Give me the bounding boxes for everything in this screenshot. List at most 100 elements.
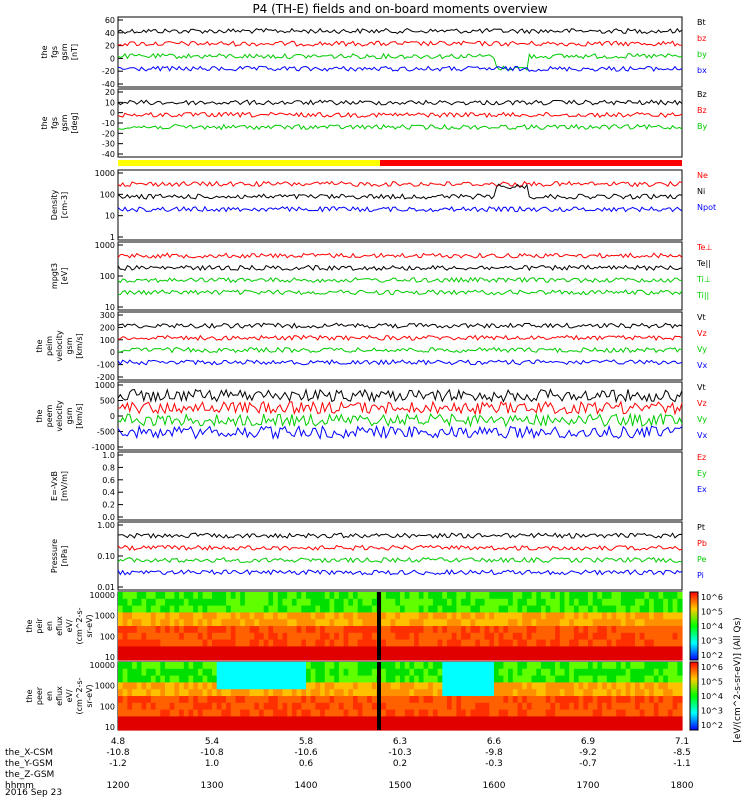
heatmap-cell (381, 639, 387, 647)
heatmap-cell (324, 723, 331, 731)
heatmap-cell (259, 592, 265, 600)
heatmap-cell (667, 716, 674, 724)
heatmap-cell (390, 696, 396, 704)
heatmap-cell (667, 653, 674, 661)
heatmap-cell (207, 619, 213, 627)
heatmap-cell (578, 675, 584, 683)
y-axis-label: mpgt3 (50, 263, 59, 289)
heatmap-cell (555, 632, 561, 641)
heatmap-cell (644, 592, 650, 600)
heatmap-cell (588, 598, 594, 607)
heatmap-cell (259, 632, 265, 641)
legend-entry: Bz (697, 90, 707, 99)
heatmap-cell (381, 626, 387, 634)
heatmap-cell (282, 619, 288, 627)
heatmap-cell (461, 662, 467, 670)
heatmap-cell (226, 723, 232, 731)
heatmap-cell (367, 605, 373, 613)
heatmap-cell (400, 612, 406, 620)
heatmap-cell (216, 598, 222, 607)
heatmap-cell (165, 632, 171, 641)
heatmap-cell (592, 626, 598, 634)
heatmap-cell (644, 662, 650, 670)
heatmap-cell (329, 689, 335, 697)
heatmap-cell (559, 646, 566, 654)
heatmap-cell (611, 619, 617, 627)
heatmap-cell (296, 632, 302, 641)
heatmap-cell (155, 696, 161, 704)
y-tick-label: 0 (110, 54, 115, 63)
legend-entry: Npot (697, 203, 716, 212)
legend-entry: bx (697, 66, 707, 75)
heatmap-cell (555, 598, 561, 607)
heatmap-cell (602, 605, 608, 613)
heatmap-cell (498, 689, 504, 697)
heatmap-cell (301, 619, 307, 627)
heatmap-cell (249, 723, 255, 731)
heatmap-cell (277, 668, 284, 677)
heatmap-cell (207, 605, 213, 613)
heatmap-cell (381, 619, 387, 627)
heatmap-cell (160, 702, 166, 711)
heatmap-cell (197, 598, 204, 607)
heatmap-cell (653, 646, 660, 654)
heatmap-cell (658, 592, 664, 600)
heatmap-cell (254, 592, 260, 600)
heatmap-cell (564, 709, 570, 717)
heatmap-cell (249, 598, 255, 607)
heatmap-cell (212, 598, 218, 607)
heatmap-cell (550, 626, 556, 634)
heatmap-cell (451, 605, 457, 613)
heatmap-cell (503, 632, 509, 641)
heatmap-cell (183, 696, 190, 704)
heatmap-cell (437, 605, 443, 613)
heatmap-cell (310, 675, 316, 683)
heatmap-cell (371, 723, 378, 731)
heatmap-cell (348, 662, 354, 670)
heatmap-cell (291, 716, 298, 724)
heatmap-cell (644, 653, 650, 661)
y-tick-label: -500 (97, 428, 115, 437)
heatmap-cell (437, 598, 443, 607)
heatmap-cell (597, 709, 603, 717)
heatmap-cell (226, 592, 232, 600)
heatmap-cell (136, 632, 143, 641)
heatmap-cell (197, 709, 204, 717)
heatmap-cell (498, 639, 504, 647)
heatmap-cell (127, 702, 133, 711)
heatmap-cell (573, 709, 580, 717)
heatmap-cell (531, 639, 537, 647)
heatmap-cell (653, 632, 660, 641)
heatmap-cell (522, 626, 528, 634)
heatmap-cell (475, 619, 481, 627)
heatmap-cell (531, 592, 537, 600)
heatmap-cell (197, 723, 204, 731)
legend-entry: Vz (697, 399, 707, 408)
heatmap-cell (414, 668, 420, 677)
heatmap-cell (390, 682, 396, 690)
heatmap-cell (508, 612, 514, 620)
heatmap-cell (324, 592, 331, 600)
heatmap-cell (183, 668, 190, 677)
heatmap-cell (230, 612, 237, 620)
legend-entry: Pe (697, 555, 707, 564)
heatmap-cell (479, 716, 486, 724)
heatmap-cell (451, 696, 457, 704)
heatmap-cell (385, 689, 392, 697)
heatmap-cell (371, 612, 378, 620)
heatmap-cell (160, 662, 166, 670)
heatmap-cell (146, 696, 152, 704)
heatmap-cell (197, 696, 204, 704)
heatmap-cell (381, 702, 387, 711)
heatmap-cell (630, 702, 636, 711)
heatmap-cell (663, 696, 669, 704)
heatmap-cell (315, 612, 321, 620)
heatmap-cell (240, 632, 246, 641)
heatmap-cell (545, 632, 551, 641)
heatmap-cell (310, 723, 316, 731)
heatmap-cell (489, 689, 495, 697)
heatmap-cell (569, 592, 575, 600)
heatmap-cell (132, 716, 138, 724)
heatmap-cell (508, 723, 514, 731)
heatmap-cell (428, 675, 434, 683)
